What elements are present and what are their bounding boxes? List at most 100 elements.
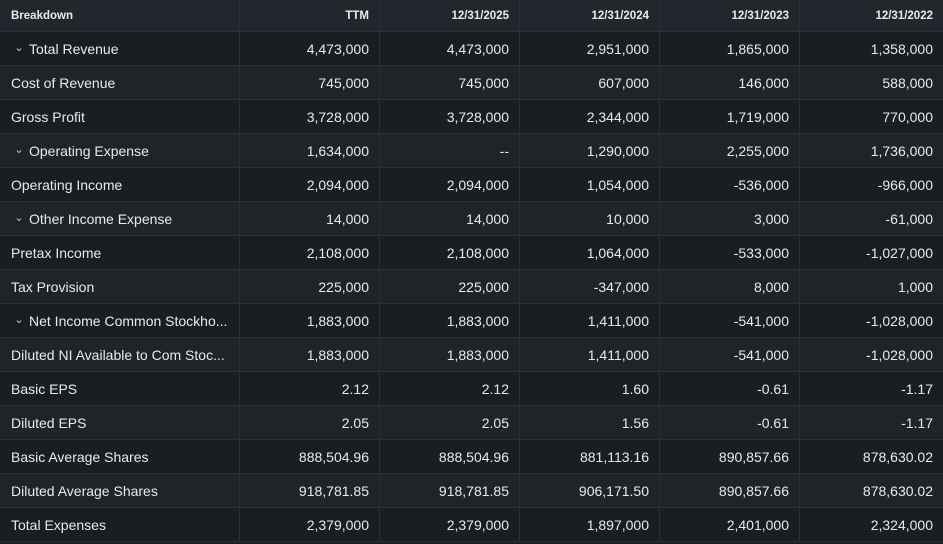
row-label: Cost of Revenue — [11, 74, 116, 91]
row-label-cell[interactable]: ⌄ Other Income Expense — [0, 202, 240, 236]
value-cell: 1,411,000 — [520, 304, 660, 338]
row-label-cell: Diluted NI Available to Com Stoc... — [0, 338, 240, 372]
column-header-2022[interactable]: 12/31/2022 — [800, 0, 943, 32]
row-label: Diluted EPS — [11, 414, 87, 431]
value-cell: 745,000 — [380, 66, 520, 100]
value-cell: 1.56 — [520, 406, 660, 440]
value-cell: 1,290,000 — [520, 134, 660, 168]
value-cell: 1,736,000 — [800, 134, 943, 168]
column-header-2025[interactable]: 12/31/2025 — [380, 0, 520, 32]
row-label: Total Expenses — [11, 516, 106, 533]
value-cell: -541,000 — [660, 304, 800, 338]
value-cell: 1,411,000 — [520, 338, 660, 372]
column-header-2023[interactable]: 12/31/2023 — [660, 0, 800, 32]
value-cell: 2,344,000 — [520, 100, 660, 134]
value-cell: 607,000 — [520, 66, 660, 100]
row-label-cell[interactable]: ⌄ Net Income Common Stockho... — [0, 304, 240, 338]
row-label-cell: Total Expenses — [0, 508, 240, 542]
value-cell: 3,000 — [660, 202, 800, 236]
row-label-cell: Pretax Income — [0, 236, 240, 270]
chevron-down-icon[interactable]: ⌄ — [14, 144, 24, 156]
value-cell: 745,000 — [240, 66, 380, 100]
row-label: Operating Income — [11, 176, 123, 193]
value-cell: -533,000 — [660, 236, 800, 270]
value-cell: 2.12 — [240, 372, 380, 406]
value-cell: 2,255,000 — [660, 134, 800, 168]
value-cell: 14,000 — [380, 202, 520, 236]
row-label: Tax Provision — [11, 278, 95, 295]
column-header-2024[interactable]: 12/31/2024 — [520, 0, 660, 32]
row-label: Operating Expense — [29, 142, 149, 159]
value-cell: 1,054,000 — [520, 168, 660, 202]
value-cell: -1,028,000 — [800, 304, 943, 338]
chevron-down-icon[interactable]: ⌄ — [14, 42, 24, 54]
value-cell: -1,027,000 — [800, 236, 943, 270]
value-cell: 1,883,000 — [380, 338, 520, 372]
value-cell: -347,000 — [520, 270, 660, 304]
chevron-down-icon[interactable]: ⌄ — [14, 212, 24, 224]
value-cell: 918,781.85 — [380, 474, 520, 508]
value-cell: 888,504.96 — [240, 440, 380, 474]
value-cell: 1,358,000 — [800, 32, 943, 66]
value-cell: 1,897,000 — [520, 508, 660, 542]
row-label-cell: Basic Average Shares — [0, 440, 240, 474]
value-cell: 2,108,000 — [380, 236, 520, 270]
value-cell: 2,379,000 — [380, 508, 520, 542]
value-cell: 2.05 — [240, 406, 380, 440]
value-cell: 1,064,000 — [520, 236, 660, 270]
value-cell: 1,883,000 — [240, 338, 380, 372]
value-cell: 2,108,000 — [240, 236, 380, 270]
value-cell: 588,000 — [800, 66, 943, 100]
row-label: Total Revenue — [29, 40, 119, 57]
column-header-ttm[interactable]: TTM — [240, 0, 380, 32]
column-header-breakdown[interactable]: Breakdown — [0, 0, 240, 32]
value-cell: 2,379,000 — [240, 508, 380, 542]
value-cell: 2.12 — [380, 372, 520, 406]
value-cell: -- — [380, 134, 520, 168]
value-cell: 881,113.16 — [520, 440, 660, 474]
value-cell: 4,473,000 — [240, 32, 380, 66]
value-cell: 878,630.02 — [800, 474, 943, 508]
row-label: Diluted NI Available to Com Stoc... — [11, 346, 225, 363]
row-label-cell: Tax Provision — [0, 270, 240, 304]
value-cell: 10,000 — [520, 202, 660, 236]
value-cell: -61,000 — [800, 202, 943, 236]
value-cell: 8,000 — [660, 270, 800, 304]
value-cell: -536,000 — [660, 168, 800, 202]
value-cell: 1,883,000 — [380, 304, 520, 338]
value-cell: 890,857.66 — [660, 440, 800, 474]
value-cell: 1,000 — [800, 270, 943, 304]
row-label-cell: Diluted EPS — [0, 406, 240, 440]
row-label: Basic EPS — [11, 380, 78, 397]
value-cell: 1,865,000 — [660, 32, 800, 66]
row-label-cell: Diluted Average Shares — [0, 474, 240, 508]
row-label: Other Income Expense — [29, 210, 173, 227]
row-label-cell[interactable]: ⌄ Total Revenue — [0, 32, 240, 66]
value-cell: -1.17 — [800, 406, 943, 440]
value-cell: 3,728,000 — [380, 100, 520, 134]
row-label: Diluted Average Shares — [11, 482, 158, 499]
value-cell: 1.60 — [520, 372, 660, 406]
value-cell: 2,951,000 — [520, 32, 660, 66]
chevron-down-icon[interactable]: ⌄ — [14, 314, 24, 326]
value-cell: -0.61 — [660, 372, 800, 406]
row-label-cell: Gross Profit — [0, 100, 240, 134]
row-label: Pretax Income — [11, 244, 102, 261]
row-label: Basic Average Shares — [11, 448, 149, 465]
row-label: Gross Profit — [11, 108, 85, 125]
value-cell: 2.05 — [380, 406, 520, 440]
row-label-cell[interactable]: ⌄ Operating Expense — [0, 134, 240, 168]
value-cell: 906,171.50 — [520, 474, 660, 508]
value-cell: 2,094,000 — [240, 168, 380, 202]
value-cell: -0.61 — [660, 406, 800, 440]
row-label-cell: Operating Income — [0, 168, 240, 202]
value-cell: 146,000 — [660, 66, 800, 100]
value-cell: 2,094,000 — [380, 168, 520, 202]
row-label: Net Income Common Stockho... — [29, 312, 228, 329]
value-cell: 3,728,000 — [240, 100, 380, 134]
value-cell: 225,000 — [380, 270, 520, 304]
row-label-cell: Basic EPS — [0, 372, 240, 406]
value-cell: 770,000 — [800, 100, 943, 134]
value-cell: 14,000 — [240, 202, 380, 236]
